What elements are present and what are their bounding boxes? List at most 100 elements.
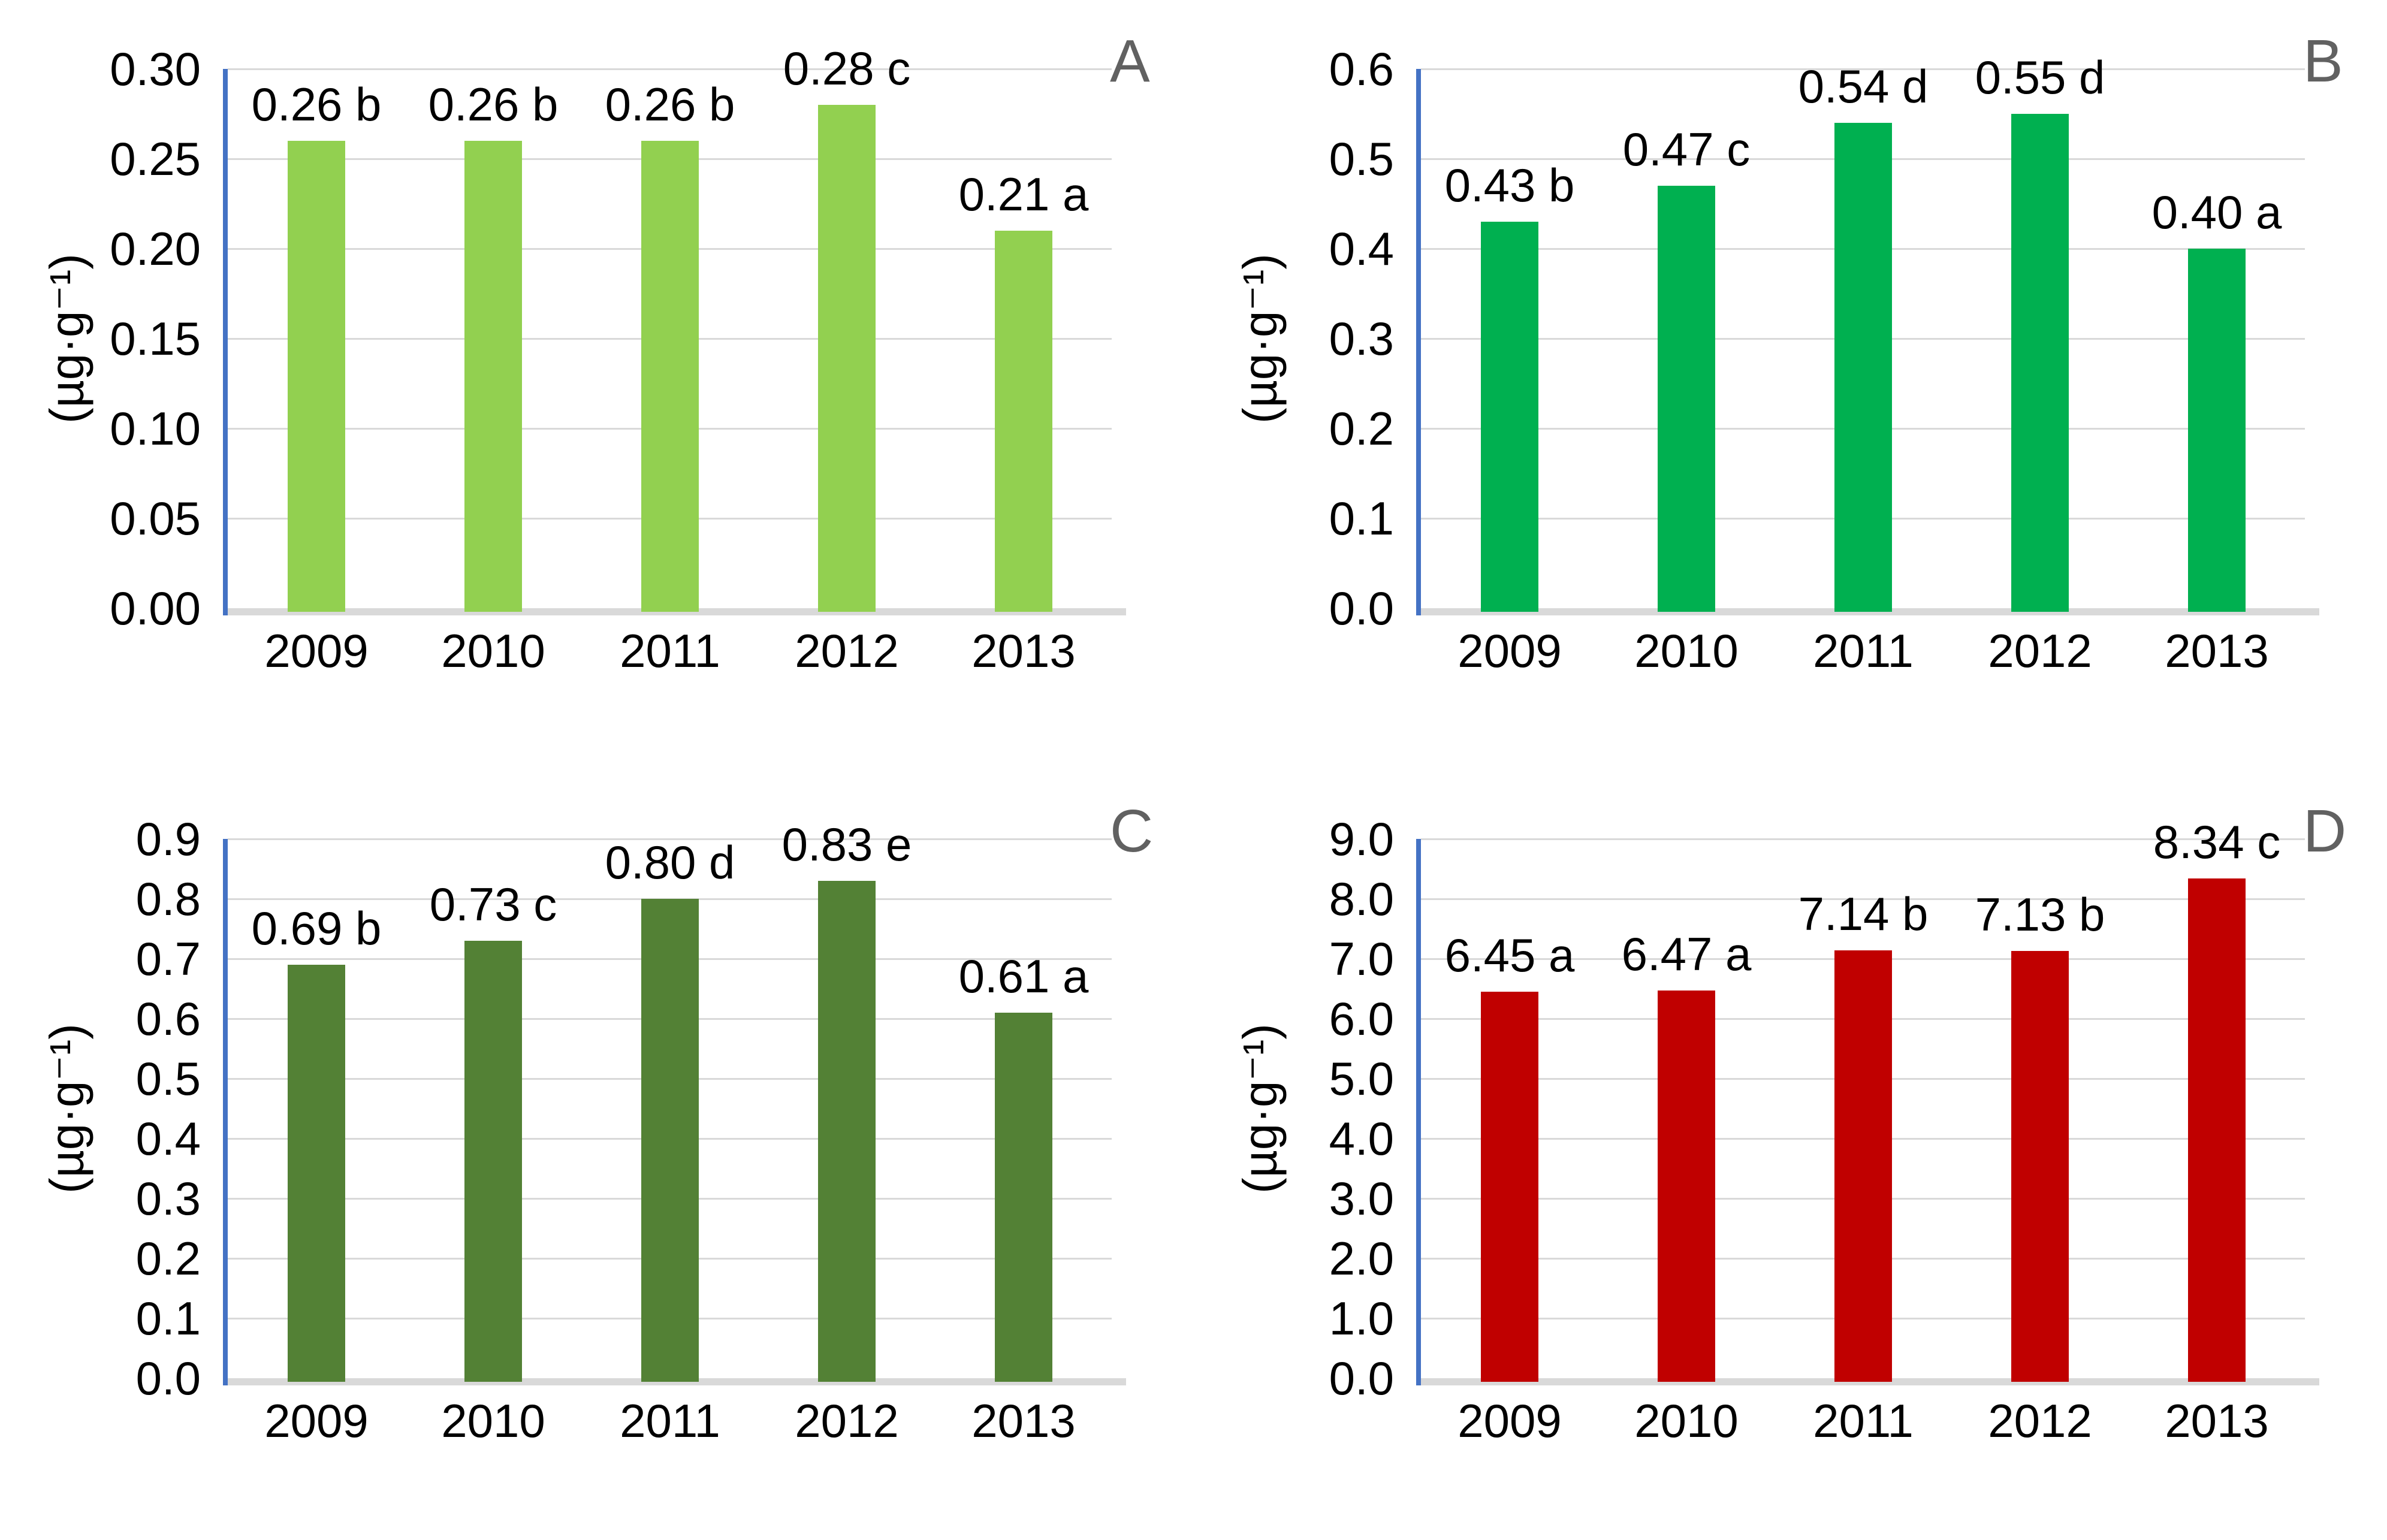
y-tick-label: 0.1 [135,1292,201,1345]
bar-value-label: 6.47 a [1621,928,1752,980]
x-tick-label: 2009 [1457,624,1562,677]
x-tick-label: 2013 [2165,1394,2269,1447]
x-tick-label: 2011 [620,624,720,677]
x-tick-label: 2012 [795,1394,899,1447]
gridline [228,838,1112,840]
y-tick-label: 0.4 [135,1112,201,1165]
gridline [228,68,1112,70]
y-tick-label: 0.05 [110,492,201,545]
x-tick-label: 2010 [1634,624,1739,677]
bar-value-label: 0.55 d [1975,51,2105,104]
x-tick-label: 2011 [1813,1394,1914,1447]
bar-2010 [1658,991,1715,1382]
y-tick-label: 0.25 [110,132,201,185]
bar-value-label: 0.26 b [605,78,735,131]
bar-value-label: 6.45 a [1444,929,1575,982]
x-tick-label: 2011 [1813,624,1914,677]
bar-2013 [995,1013,1052,1382]
panel-letter-b: B [2303,28,2343,95]
x-tick-label: 2012 [1988,624,2092,677]
bar-value-label: 0.80 d [605,836,735,889]
x-tick-label: 2013 [2165,624,2269,677]
y-tick-label: 0.3 [1329,312,1394,365]
chart-panel-c: 0.69 b 0.73 c 0.80 d 0.83 e 0.61 a 0.9 0.8 0.7 0… [0,770,1193,1540]
bar-value-label: 7.14 b [1798,887,1929,940]
x-tick-label: 2013 [971,624,1076,677]
bar-2010 [464,941,522,1382]
x-axis-line [225,1378,1126,1385]
y-axis-line [1416,69,1421,615]
x-axis-line [225,608,1126,615]
y-tick-label: 0.9 [135,813,201,865]
bar-value-label: 0.26 b [428,78,559,131]
y-tick-label: 2.0 [1329,1232,1394,1285]
bar-2009 [288,965,345,1382]
chart-panel-a: 0.26 b 0.26 b 0.26 b 0.28 c 0.21 a 0.30 0.25 0.… [0,0,1193,770]
bar-value-label: 0.54 d [1798,60,1929,113]
bar-value-label: 0.26 b [251,78,382,131]
plot-area: 0.26 b 0.26 b 0.26 b 0.28 c 0.21 a [0,0,1193,770]
y-axis-title: (µg·g⁻¹) [1233,1023,1287,1194]
panel-letter-c: C [1110,798,1154,865]
bar-2011 [1834,123,1892,612]
bar-value-label: 0.73 c [429,878,557,931]
panel-letter-d: D [2303,798,2347,865]
bar-2012 [818,881,876,1382]
x-tick-label: 2013 [971,1394,1076,1447]
y-tick-label: 0.1 [1329,492,1394,545]
y-tick-label: 1.0 [1329,1292,1394,1345]
bar-2011 [1834,950,1892,1382]
bar-2013 [995,231,1052,612]
y-tick-label: 8.0 [1329,872,1394,925]
plot-area: 0.43 b 0.47 c 0.54 d 0.55 d 0.40 a [1193,0,2386,770]
y-tick-label: 0.0 [135,1352,201,1405]
bar-value-label: 7.13 b [1975,888,2105,941]
x-tick-label: 2009 [264,624,369,677]
y-tick-label: 0.7 [135,932,201,985]
bar-2011 [641,899,699,1382]
bar-value-label: 8.34 c [2153,816,2281,868]
y-tick-label: 3.0 [1329,1172,1394,1225]
y-tick-label: 0.6 [1329,43,1394,95]
y-tick-label: 7.0 [1329,932,1394,985]
bar-2010 [464,141,522,612]
gridline [1421,68,2305,70]
y-tick-label: 0.10 [110,402,201,455]
plot-area: 6.45 a 6.47 a 7.14 b 7.13 b 8.34 c [1193,770,2386,1540]
bar-2009 [1481,992,1538,1382]
chart-panel-b: 0.43 b 0.47 c 0.54 d 0.55 d 0.40 a 0.6 0.5 0.4 0… [1193,0,2386,770]
y-tick-label: 0.00 [110,582,201,635]
x-tick-label: 2010 [441,1394,545,1447]
y-tick-label: 0.0 [1329,582,1394,635]
x-tick-label: 2009 [1457,1394,1562,1447]
y-tick-label: 0.15 [110,312,201,365]
x-axis-line [1419,608,2319,615]
y-axis-title: (µg·g⁻¹) [1233,253,1287,424]
bar-value-label: 0.69 b [251,902,382,955]
bar-value-label: 0.21 a [958,168,1089,221]
y-tick-label: 0.20 [110,222,201,275]
x-tick-label: 2011 [620,1394,720,1447]
y-tick-label: 5.0 [1329,1052,1394,1105]
bar-value-label: 0.47 c [1622,123,1751,176]
bar-2011 [641,141,699,612]
bar-2013 [2188,249,2246,612]
y-tick-label: 6.0 [1329,992,1394,1045]
bar-value-label: 0.83 e [781,818,912,871]
gridline [1421,838,2305,840]
bar-2012 [2011,114,2069,612]
panel-letter-a: A [1110,28,1150,95]
plot-area: 0.69 b 0.73 c 0.80 d 0.83 e 0.61 a [0,770,1193,1540]
x-tick-label: 2012 [1988,1394,2092,1447]
bar-value-label: 0.43 b [1444,159,1575,212]
bar-2010 [1658,186,1715,612]
y-axis-title: (µg·g⁻¹) [40,1023,93,1194]
bar-2012 [818,105,876,612]
y-tick-label: 0.4 [1329,222,1394,275]
bar-value-label: 0.61 a [958,950,1089,1002]
bar-2012 [2011,951,2069,1382]
y-tick-label: 0.5 [135,1052,201,1105]
y-tick-label: 0.2 [1329,402,1394,455]
y-tick-label: 0.6 [135,992,201,1045]
